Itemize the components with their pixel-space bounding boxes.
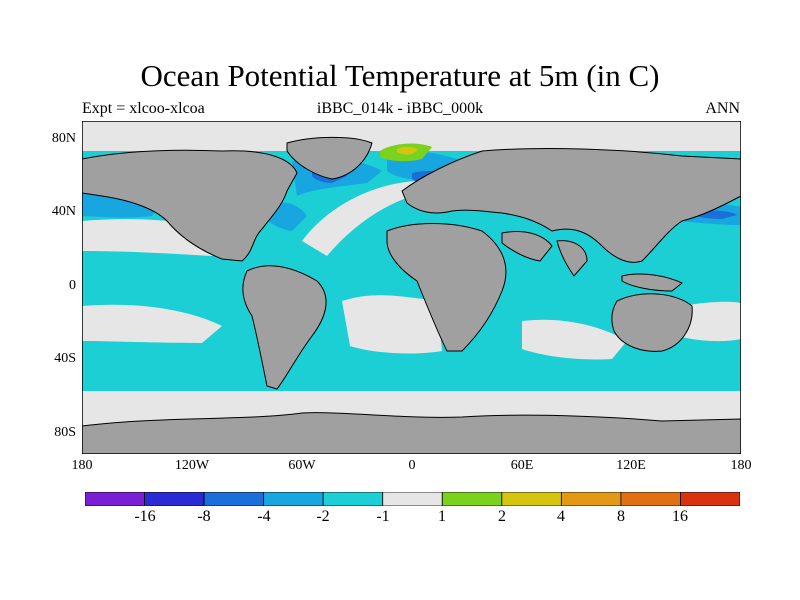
colorbar-label-10: 16 xyxy=(672,508,688,525)
colorbar-cell xyxy=(560,492,622,506)
greenland xyxy=(286,136,373,180)
colorbar-label-3: -4 xyxy=(257,508,271,525)
colorbar-cell xyxy=(203,492,265,506)
colorbar-cell xyxy=(680,492,740,506)
lon-label-60e: 60E xyxy=(510,458,534,473)
lat-label-40n: 40N xyxy=(51,204,76,219)
colorbar-cell xyxy=(144,492,205,506)
africa xyxy=(386,223,507,352)
lat-label-40s: 40S xyxy=(54,351,76,366)
colorbar-label-4: -2 xyxy=(316,508,330,525)
lon-label-180w: 180 xyxy=(71,458,93,473)
land-masses xyxy=(82,136,741,454)
lon-label-180e: 180 xyxy=(730,458,752,473)
colorbar-label-9: 8 xyxy=(617,508,625,525)
colorbar-cell xyxy=(85,492,145,506)
colorbar-cell xyxy=(620,492,681,506)
north-america xyxy=(82,149,298,262)
australia xyxy=(611,293,693,352)
colorbar-cell xyxy=(501,492,562,506)
antarctica xyxy=(82,412,741,454)
season-label: ANN xyxy=(705,100,740,117)
lat-label-0: 0 xyxy=(69,278,76,293)
plot-title: Ocean Potential Temperature at 5m (in C) xyxy=(140,58,660,93)
lat-label-80s: 80S xyxy=(54,425,76,440)
colorbar-label-7: 2 xyxy=(498,508,506,525)
lon-label-60w: 60W xyxy=(288,458,316,473)
eurasia xyxy=(401,148,741,263)
warmer-patch xyxy=(397,146,418,155)
indonesia xyxy=(621,273,683,292)
india xyxy=(556,240,588,277)
colorbar-label-5: -1 xyxy=(376,508,390,525)
colorbar-label-1: -16 xyxy=(134,508,156,525)
difference-label: iBBC_014k - iBBC_000k xyxy=(316,100,484,117)
lon-label-120w: 120W xyxy=(174,458,210,473)
colorbar-label-8: 4 xyxy=(557,508,565,525)
arabia xyxy=(501,231,553,262)
colorbar-cell xyxy=(441,492,503,506)
colorbar-cell xyxy=(322,492,384,506)
colorbar-cell xyxy=(263,492,324,506)
south-america xyxy=(242,265,327,390)
experiment-label: Expt = xlcoo-xlcoa xyxy=(82,100,205,117)
colorbar-label-2: -8 xyxy=(197,508,211,525)
world-map xyxy=(82,121,741,454)
lon-label-120e: 120E xyxy=(616,458,646,473)
lon-label-0: 0 xyxy=(408,458,416,473)
colorbar-cell xyxy=(382,492,443,506)
colorbar xyxy=(85,492,740,506)
lat-label-80n: 80N xyxy=(51,131,76,146)
colorbar-label-6: 1 xyxy=(438,508,446,525)
